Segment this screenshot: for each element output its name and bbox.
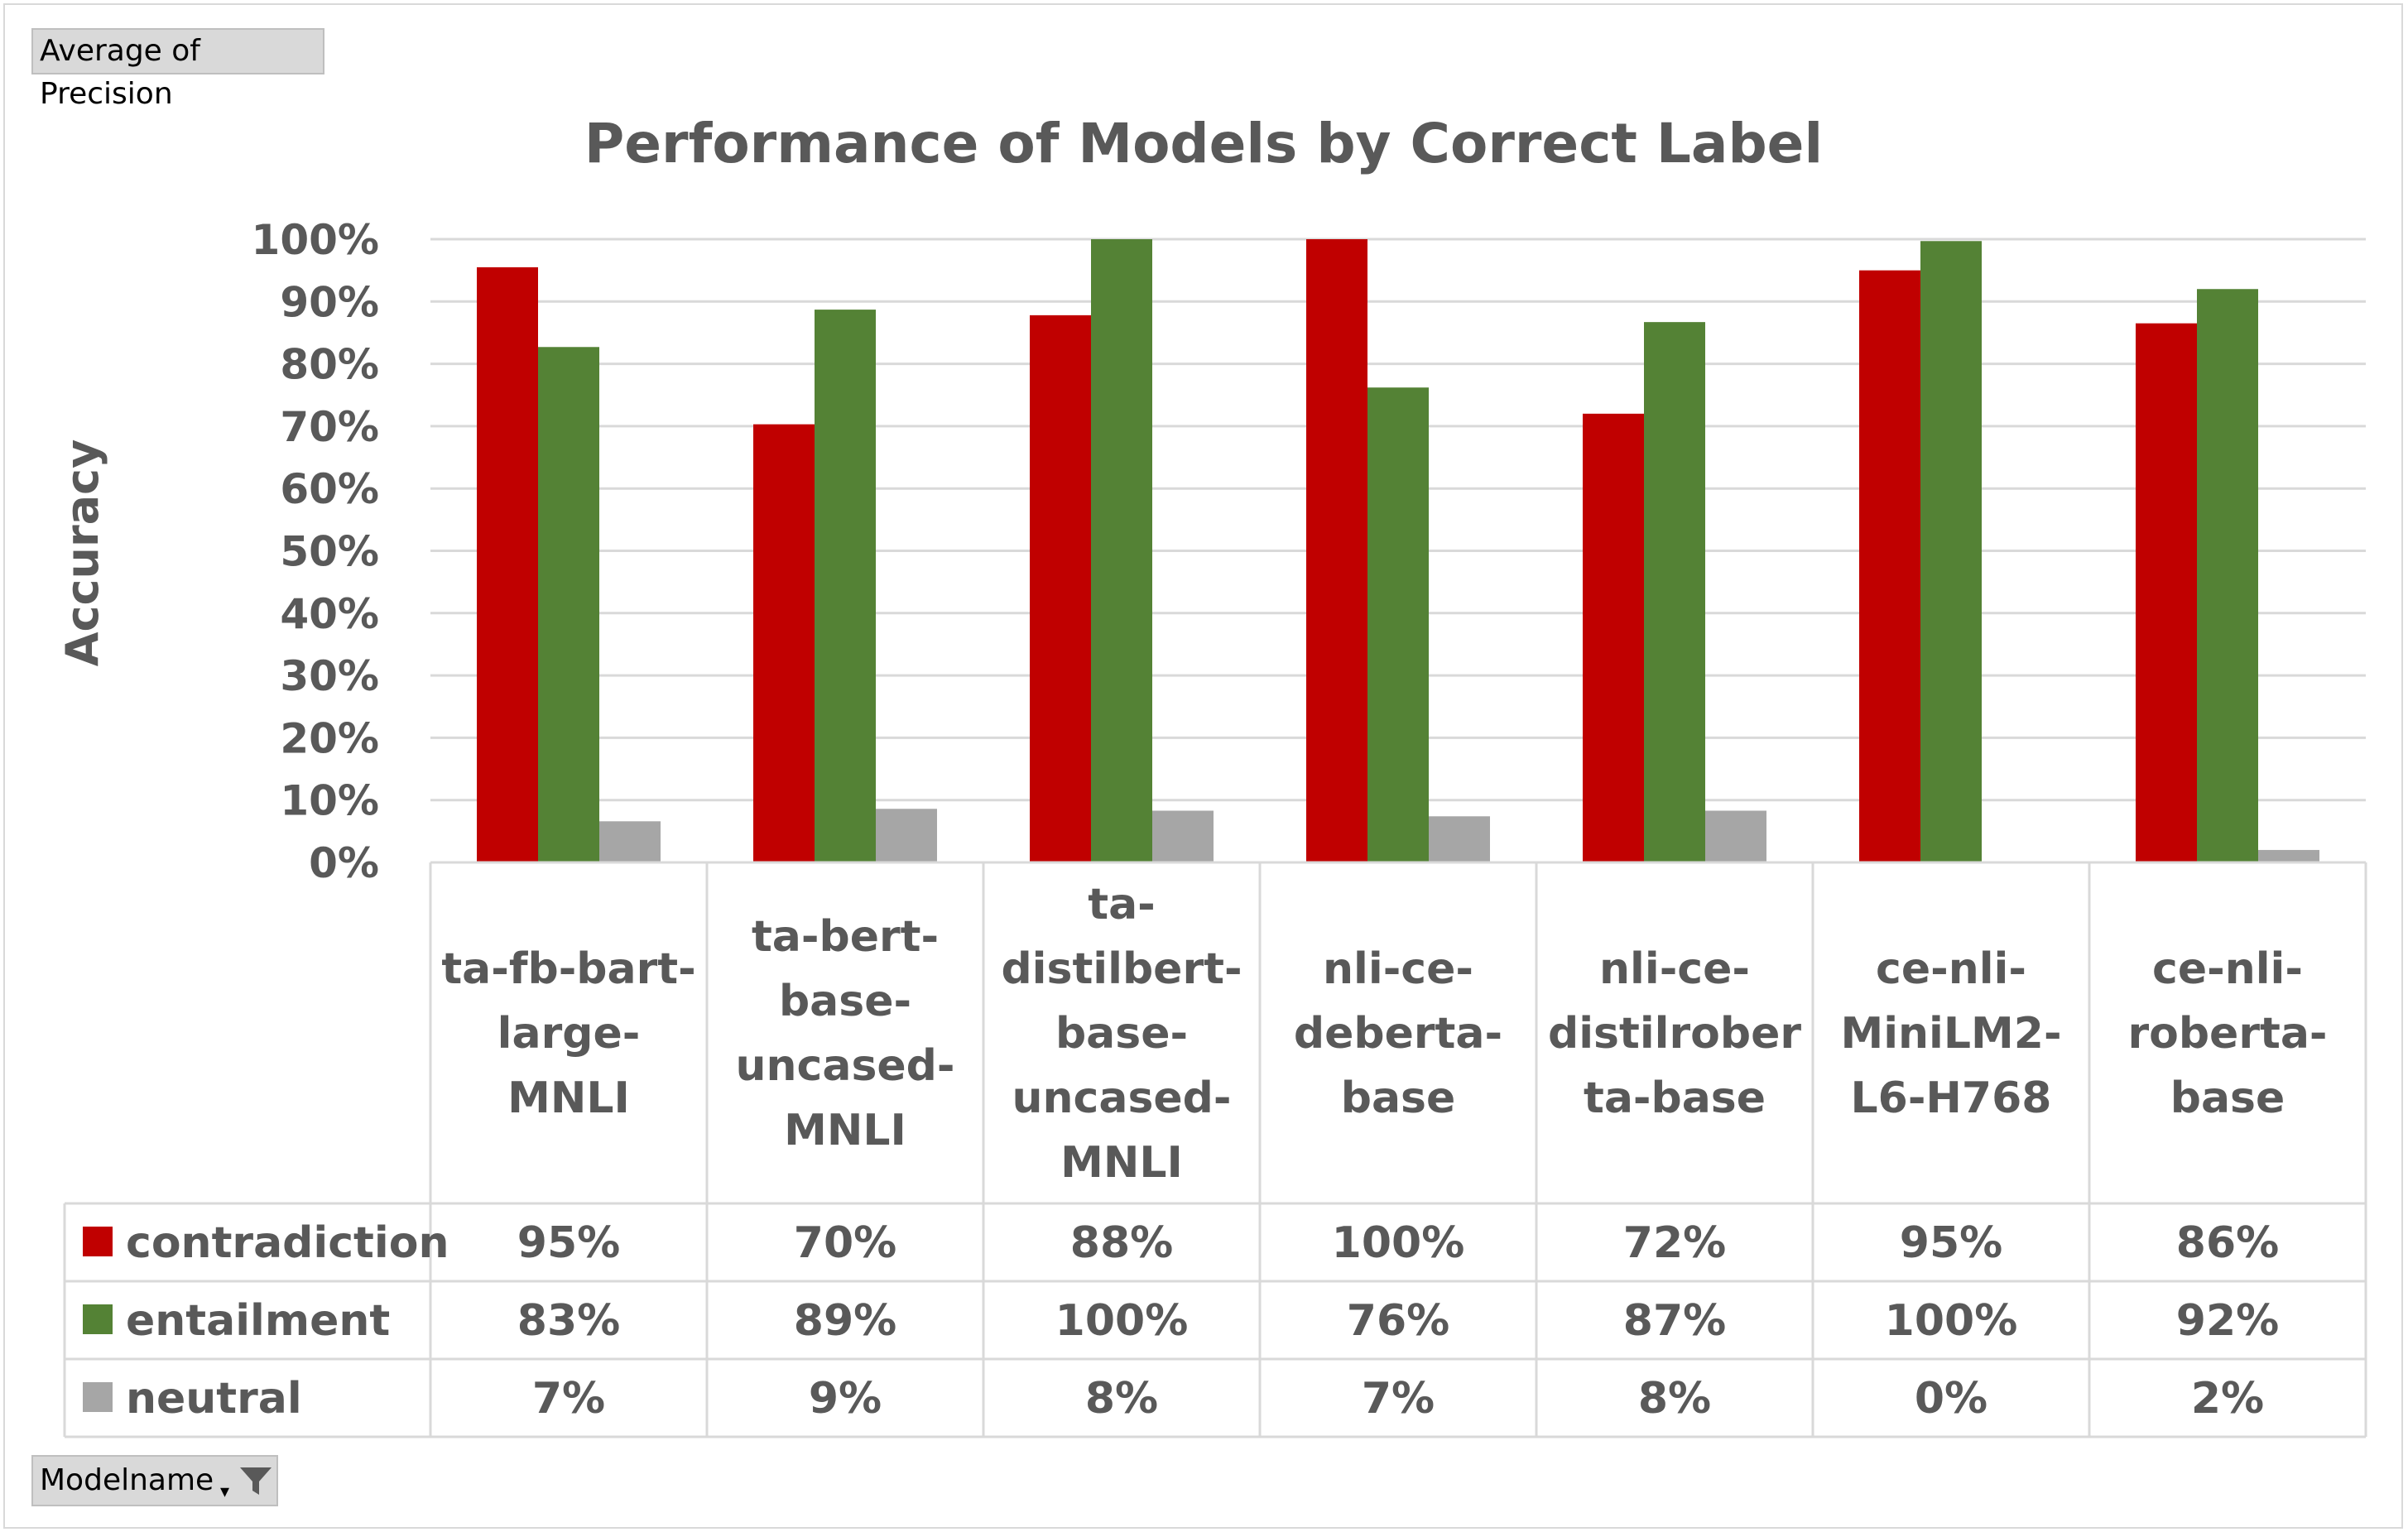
legend-label: entailment xyxy=(126,1296,390,1346)
legend-label: neutral xyxy=(126,1374,302,1424)
bar-contradiction xyxy=(1306,239,1367,862)
bar-contradiction xyxy=(1859,270,1920,862)
table-value: 7% xyxy=(532,1374,605,1424)
legend-key-contradiction xyxy=(83,1227,113,1256)
bar-entailment xyxy=(1920,241,1982,862)
chart-title: Performance of Models by Correct Label xyxy=(584,112,1823,175)
y-tick-label: 50% xyxy=(280,528,379,576)
table-value: 95% xyxy=(1900,1218,2002,1268)
y-tick-label: 10% xyxy=(280,777,379,825)
bar-neutral xyxy=(1429,816,1490,862)
legend-key-neutral xyxy=(83,1382,113,1412)
table-value: 95% xyxy=(517,1218,620,1268)
bar-contradiction xyxy=(753,424,815,862)
legend-key-entailment xyxy=(83,1304,113,1334)
table-value: 100% xyxy=(1055,1296,1189,1346)
bar-entailment xyxy=(2197,289,2258,862)
table-value: 86% xyxy=(2176,1218,2279,1268)
table-value: 92% xyxy=(2176,1296,2279,1346)
category-label: ta-fb-bart-large-MNLI xyxy=(441,944,695,1123)
bar-entailment xyxy=(538,347,599,862)
table-value: 2% xyxy=(2191,1374,2264,1424)
table-value: 100% xyxy=(1885,1296,2018,1346)
bar-entailment xyxy=(1644,322,1705,862)
bar-contradiction xyxy=(2136,323,2197,862)
table-value: 8% xyxy=(1085,1374,1158,1424)
y-tick-label: 40% xyxy=(280,590,379,638)
bar-neutral xyxy=(599,821,661,862)
legend-label: contradiction xyxy=(126,1218,449,1268)
y-tick-label: 20% xyxy=(280,714,379,762)
bar-entailment xyxy=(1367,387,1429,862)
bar-neutral xyxy=(876,809,937,862)
table-value: 76% xyxy=(1347,1296,1449,1346)
category-label: nli-ce-distilrober ta-base xyxy=(1548,944,1801,1123)
bar-neutral xyxy=(1705,810,1766,862)
y-tick-label: 80% xyxy=(280,341,379,389)
category-label: ce-nli-MiniLM2-L6-H768 xyxy=(1840,944,2061,1123)
y-tick-label: 60% xyxy=(280,465,379,513)
bar-contradiction xyxy=(477,267,538,862)
table-value: 100% xyxy=(1332,1218,1465,1268)
filter-funnel-icon xyxy=(240,1467,272,1495)
modelname-field-label: Modelname xyxy=(40,1463,214,1497)
bar-contradiction xyxy=(1030,315,1091,863)
table-value: 72% xyxy=(1623,1218,1726,1268)
bar-entailment xyxy=(1091,239,1152,862)
y-axis-title: Accuracy xyxy=(56,439,108,667)
data-table: ta-fb-bart-large-MNLIta-bert-base-uncase… xyxy=(63,861,2367,1438)
dropdown-arrow-icon: ▾ xyxy=(220,1482,230,1502)
table-value: 9% xyxy=(809,1374,882,1424)
bar-contradiction xyxy=(1583,413,1644,863)
y-axis-ticks: 0% 10% 20% 30% 40% 50% 60% 70% 80% 90% 100% xyxy=(252,216,379,887)
y-tick-label: 70% xyxy=(280,403,379,451)
table-value: 83% xyxy=(517,1296,620,1346)
bar-neutral xyxy=(1152,810,1214,862)
y-tick-label: 90% xyxy=(280,278,379,326)
y-tick-label: 100% xyxy=(252,216,379,264)
category-label: ce-nli-roberta-base xyxy=(2127,944,2327,1123)
pivot-value-field-button[interactable]: Average of Precision xyxy=(31,28,324,111)
table-value: 0% xyxy=(1915,1374,1987,1424)
table-value: 89% xyxy=(794,1296,896,1346)
table-value: 8% xyxy=(1638,1374,1711,1424)
bar-entailment xyxy=(815,310,876,862)
chart-frame xyxy=(3,3,2403,1529)
category-label: ta-distilbert-base-uncased-MNLI xyxy=(1001,880,1242,1188)
modelname-field-button[interactable]: Modelname ▾ xyxy=(31,1455,278,1506)
category-label: nli-ce-deberta-base xyxy=(1294,944,1502,1123)
bars xyxy=(477,239,2319,863)
table-value: 87% xyxy=(1623,1296,1726,1346)
table-value: 88% xyxy=(1070,1218,1173,1268)
bar-neutral xyxy=(2258,849,2319,862)
table-value: 70% xyxy=(794,1218,896,1268)
y-tick-label: 0% xyxy=(309,839,379,887)
category-label: ta-bert-base-uncased-MNLI xyxy=(736,912,955,1155)
table-value: 7% xyxy=(1362,1374,1435,1424)
y-tick-label: 30% xyxy=(280,652,379,700)
